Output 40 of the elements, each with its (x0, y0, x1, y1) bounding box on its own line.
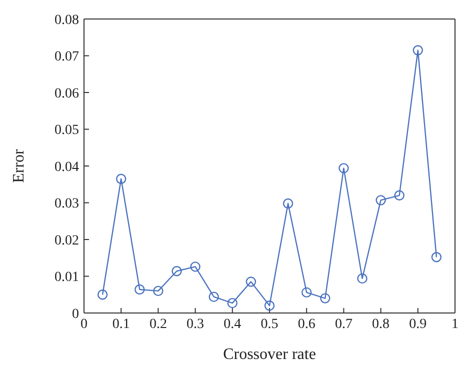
point (394, 190, 404, 200)
x-tick-label: 0.3 (186, 316, 204, 332)
x-tick-label: 0.2 (149, 316, 167, 332)
point (172, 266, 182, 276)
x-tick-label: 0.7 (334, 316, 352, 332)
y-tick-label: 0.03 (54, 196, 79, 212)
y-tick-label: 0.02 (54, 233, 79, 248)
point (338, 163, 349, 174)
x-tick-label: 0.9 (409, 316, 427, 332)
y-tick-label: 0.06 (54, 86, 79, 102)
y-axis-title: Error (10, 148, 28, 183)
x-tick-label: 1 (452, 316, 458, 332)
x-tick-label: 0.5 (260, 316, 278, 332)
x-tick-label: 0.6 (298, 316, 316, 332)
point (153, 286, 164, 296)
x-tick-label: 0.1 (112, 316, 130, 332)
y-tick-label: 0 (72, 306, 79, 322)
point (190, 262, 200, 272)
point (246, 276, 256, 287)
point (282, 198, 294, 209)
point (116, 174, 126, 184)
point (376, 195, 386, 206)
y-tick-label: 0.05 (54, 123, 79, 138)
point (264, 300, 275, 311)
point (208, 292, 219, 302)
y-tick-label: 0.07 (54, 50, 79, 65)
x-tick-label: 0.8 (372, 316, 390, 332)
point (431, 252, 442, 262)
point (412, 45, 423, 56)
point (97, 290, 108, 300)
point (302, 287, 312, 298)
x-tick-label: 0.4 (224, 316, 242, 332)
point (134, 284, 145, 295)
point (357, 273, 368, 284)
point (320, 293, 330, 304)
y-tick-label: 0.08 (54, 12, 79, 28)
x-axis-title: Crossover rate (223, 346, 316, 363)
y-tick-label: 0.04 (54, 160, 79, 175)
y-tick-label: 0.01 (54, 270, 79, 286)
point (227, 298, 238, 308)
